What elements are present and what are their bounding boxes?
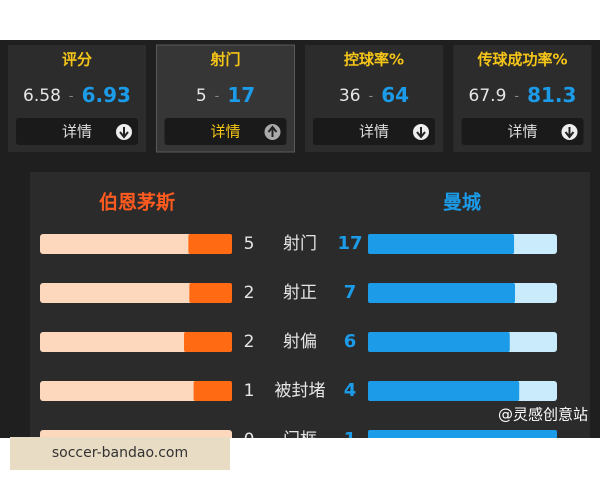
home-stat: 1 (244, 381, 255, 401)
card-values: 6.58-6.93 (23, 83, 131, 107)
away-value: 64 (381, 83, 409, 107)
card-title: 射门 (209, 51, 240, 69)
home-bar-track (40, 283, 232, 303)
details-label: 详情 (210, 123, 240, 141)
away-stat: 6 (344, 331, 357, 352)
home-stat: 2 (244, 283, 255, 303)
away-stat: 17 (337, 233, 362, 254)
stats-rows: 伯恩茅斯 曼城 5 射门 17 2 射正 7 2 射偏 6 1 被封堵 4 0 门框 1 (40, 191, 557, 450)
home-value: 67.9 (469, 86, 507, 106)
home-stat: 2 (244, 332, 255, 352)
card-values: 36-64 (339, 83, 409, 107)
site-watermark: soccer-bandao.com (52, 445, 188, 461)
card-title: 评分 (62, 51, 92, 69)
away-bar (368, 381, 520, 401)
home-bar-track (40, 381, 232, 401)
stat-label: 门框 (283, 430, 317, 450)
home-stat: 5 (244, 234, 255, 254)
away-bar (368, 234, 515, 254)
watermark-box (10, 437, 230, 470)
home-value: 36 (339, 86, 361, 106)
arrow-glyph (119, 127, 129, 139)
arrow-glyph (416, 127, 426, 139)
separator: - (369, 89, 374, 104)
away-stat: 1 (344, 429, 357, 450)
separator: - (514, 89, 519, 104)
card-title: 传球成功率% (476, 51, 567, 69)
away-bar (368, 430, 557, 438)
stat-label: 被封堵 (275, 381, 326, 401)
details-label: 详情 (359, 123, 389, 141)
home-bar (184, 332, 232, 352)
arrow-glyph (267, 125, 278, 137)
away-stat: 4 (344, 380, 357, 401)
details-button[interactable] (313, 118, 435, 145)
away-value: 17 (227, 83, 255, 107)
stat-label: 射偏 (283, 332, 317, 352)
away-value: 81.3 (527, 83, 576, 107)
home-bar (188, 234, 232, 254)
card-title: 控球率% (344, 51, 404, 69)
away-bar (368, 283, 515, 303)
summary-cards: 评分6.58-6.93详情射门5-17详情控球率%36-64详情传球成功率%67… (8, 44, 592, 153)
away-value: 6.93 (82, 83, 131, 107)
home-bar (193, 381, 232, 401)
details-label: 详情 (62, 123, 92, 141)
details-button[interactable] (461, 118, 584, 145)
home-value: 5 (196, 86, 207, 106)
details-label: 详情 (507, 123, 537, 141)
card-values: 5-17 (196, 83, 255, 107)
separator: - (215, 89, 220, 104)
home-bar (189, 283, 232, 303)
home-bar-track (40, 430, 232, 438)
home-bar-track (40, 234, 232, 254)
home-value: 6.58 (23, 86, 61, 106)
away-bar (368, 332, 510, 352)
details-button[interactable] (164, 118, 287, 145)
home-stat: 0 (244, 430, 255, 450)
watermark: @灵感创意站 (498, 406, 588, 424)
home-team: 伯恩茅斯 (99, 191, 175, 214)
stat-label: 射正 (283, 283, 317, 303)
separator: - (69, 89, 74, 104)
away-stat: 7 (344, 282, 357, 303)
details-button[interactable] (16, 118, 138, 145)
stat-label: 射门 (283, 234, 317, 254)
card-values: 67.9-81.3 (469, 83, 577, 107)
away-team: 曼城 (443, 191, 481, 214)
arrow-glyph (564, 127, 575, 139)
